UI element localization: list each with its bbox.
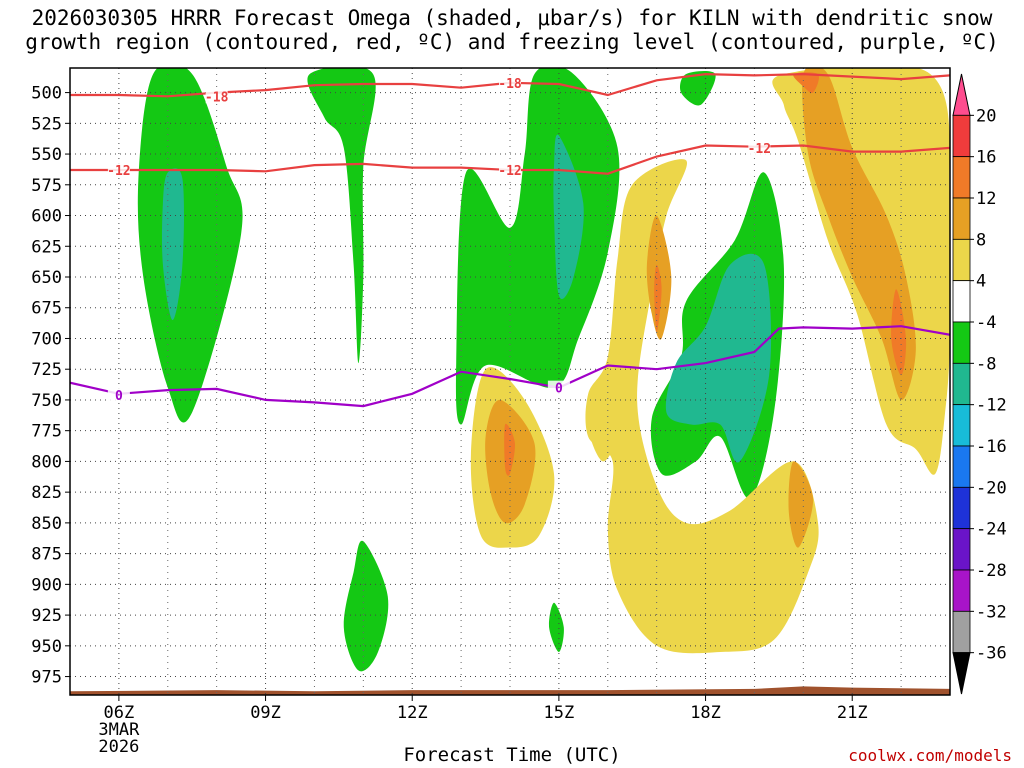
y-tick-label: 875: [31, 545, 62, 565]
colorbar-label: -32: [976, 602, 1007, 622]
omega-region-ascent-A: [137, 68, 243, 423]
colorbar-label: 20: [976, 106, 996, 126]
omega-region-descent-S: [793, 72, 820, 94]
omega-region-ascent-I: [343, 540, 389, 672]
colorbar-swatch: [952, 114, 971, 158]
colorbar-swatch: [952, 321, 971, 364]
colorbar-label: 12: [976, 189, 996, 209]
x-axis-label: Forecast Time (UTC): [403, 744, 621, 766]
colorbar-label: -20: [976, 478, 1007, 498]
y-tick-label: 625: [31, 237, 62, 257]
omega-region-descent-N: [585, 159, 819, 654]
colorbar-swatch: [952, 486, 971, 530]
colorbar-label: 4: [976, 272, 986, 292]
y-tick-label: 700: [31, 329, 62, 349]
colorbar-swatch: [952, 156, 971, 199]
x-tick-label: 12Z: [397, 703, 428, 723]
colorbar-swatch: [952, 362, 971, 406]
colorbar-top-arrow: [952, 73, 971, 116]
colorbar-label: -28: [976, 561, 1007, 581]
colorbar-swatch: [952, 610, 971, 654]
credit-text[interactable]: coolwx.com/models: [848, 746, 1012, 765]
omega-region-descent-M: [504, 423, 516, 476]
omega-region-ascent-H: [665, 253, 772, 463]
contour-label: 0: [115, 389, 123, 404]
contour-label: -18: [205, 90, 229, 105]
x-tick-label: 09Z: [250, 703, 281, 723]
contour-label: -18: [498, 77, 522, 92]
contour-label-bg: [547, 380, 570, 395]
contour-label-bg: [205, 89, 228, 104]
contour-label-bg: [499, 163, 521, 178]
y-tick-label: 800: [31, 452, 62, 472]
colorbar-label: -8: [976, 354, 996, 374]
colorbar-swatch: [952, 404, 971, 447]
colorbar-label: -4: [976, 313, 996, 333]
y-tick-label: 500: [31, 84, 62, 104]
y-tick-label: 525: [31, 114, 62, 134]
y-tick-label: 550: [31, 145, 62, 165]
contour-label: -12: [748, 142, 771, 157]
y-tick-label: 900: [31, 575, 62, 595]
y-tick-label: 575: [31, 176, 62, 196]
contour-label: 0: [555, 382, 563, 397]
x-tick-sublabel: 3MAR: [98, 720, 140, 740]
colorbar-swatch: [952, 569, 971, 612]
colorbar-label: -24: [976, 520, 1007, 540]
omega-region-ascent-F: [680, 71, 716, 106]
colorbar-label: -36: [976, 644, 1007, 664]
omega-region-descent-W: [588, 387, 618, 462]
chart-title: 2026030305 HRRR Forecast Omega (shaded, …: [25, 6, 999, 54]
colorbar-bottom-arrow: [952, 652, 971, 695]
contour-label-bg: [107, 163, 130, 178]
plot-group: -18 -18 -12 -12 -12 0 0: [70, 68, 950, 695]
colorbar-swatch: [952, 280, 971, 323]
contour-label: -12: [107, 164, 130, 179]
y-tick-label: 675: [31, 299, 62, 319]
y-tick-label: 750: [31, 391, 62, 411]
omega-region-ascent-E: [553, 134, 584, 300]
y-tick-label: 975: [31, 668, 62, 688]
colorbar-swatch: [952, 528, 971, 571]
contour-label-bg: [748, 140, 771, 155]
y-tick-label: 650: [31, 268, 62, 288]
y-tick-label: 925: [31, 606, 62, 626]
contour-label: -12: [498, 164, 521, 179]
x-tick-sublabel: 2026: [98, 737, 139, 757]
colorbar-label: 8: [976, 230, 986, 250]
omega-region-ascent-D: [455, 68, 620, 425]
colorbar-label: -12: [976, 396, 1007, 416]
omega-region-descent-T: [891, 289, 907, 376]
terrain-band: [70, 686, 950, 695]
y-tick-label: 950: [31, 637, 62, 657]
colorbar-label: -16: [976, 437, 1007, 457]
y-tick-label: 850: [31, 514, 62, 534]
x-tick-label: 15Z: [544, 703, 575, 723]
y-tick-label: 775: [31, 422, 62, 442]
omega-region-descent-R: [802, 68, 916, 400]
y-tick-label: 825: [31, 483, 62, 503]
omega-region-descent-V: [788, 461, 814, 548]
x-tick-label: 18Z: [690, 703, 721, 723]
omega-region-ascent-C: [307, 68, 376, 364]
x-tick-label: 06Z: [104, 703, 135, 723]
contour-line-2: [70, 325, 950, 408]
omega-region-descent-P: [654, 264, 662, 333]
colorbar-swatch: [952, 445, 971, 488]
colorbar-swatch: [952, 197, 971, 240]
colorbar-swatch: [952, 238, 971, 282]
contour-label-bg: [107, 388, 130, 403]
plot-frame: [69, 67, 951, 696]
contour-label-bg: [499, 75, 521, 90]
x-tick-label: 21Z: [837, 703, 868, 723]
y-tick-label: 600: [31, 207, 62, 227]
y-tick-label: 725: [31, 360, 62, 380]
colorbar-label: 16: [976, 148, 996, 168]
